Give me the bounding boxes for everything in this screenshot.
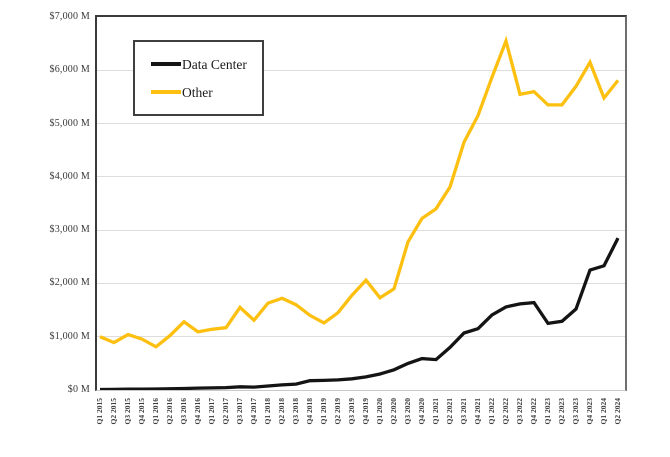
x-axis-tick-label: Q4 2015 (137, 398, 146, 425)
y-axis-tick-label: $7,000 M (49, 11, 90, 22)
y-axis-tick-label: $0 M (67, 384, 90, 395)
x-axis-tick-label: Q4 2016 (193, 398, 202, 425)
x-axis-tick-label: Q3 2015 (123, 398, 132, 425)
y-axis-tick-label: $4,000 M (49, 170, 90, 182)
x-axis-tick-label: Q1 2018 (263, 398, 272, 425)
x-axis-tick-label: Q4 2017 (249, 398, 258, 425)
other-line-series (99, 35, 620, 349)
x-axis-tick-label: Q1 2024 (599, 398, 608, 425)
gridline (97, 229, 625, 231)
x-axis-tick-label: Q2 2017 (221, 398, 230, 425)
x-axis-tick-label: Q4 2022 (529, 398, 538, 425)
x-axis-tick-label: Q3 2016 (179, 398, 188, 425)
x-axis-tick-label: Q4 2023 (585, 398, 594, 425)
gridline (97, 69, 625, 71)
x-axis-tick-label: Q3 2022 (515, 398, 524, 425)
series-plot (99, 35, 620, 390)
x-axis-tick-label: Q4 2018 (305, 398, 314, 425)
x-axis-tick-label: Q4 2019 (361, 398, 370, 425)
x-axis-tick-label: Q4 2020 (417, 398, 426, 425)
x-axis-tick-label: Q2 2016 (165, 398, 174, 425)
x-axis-tick-label: Q2 2015 (109, 398, 118, 425)
x-axis-tick-label: Q2 2022 (501, 398, 510, 425)
x-axis-tick-label: Q1 2022 (487, 398, 496, 425)
x-axis-tick-label: Q2 2018 (277, 398, 286, 425)
x-axis-tick-label: Q2 2019 (333, 398, 342, 425)
x-axis-tick-label: Q1 2020 (375, 398, 384, 425)
x-axis-tick-label: Q3 2019 (347, 398, 356, 425)
y-axis-tick-label: $6,000 M (49, 64, 90, 76)
x-axis-tick-label: Q3 2020 (403, 398, 412, 425)
gridline (97, 176, 625, 178)
y-axis-tick-label: $2,000 M (49, 277, 90, 289)
legend-label-other: Other (182, 84, 213, 100)
x-axis-tick-label: Q3 2018 (291, 398, 300, 425)
plot-area: Data Center Other (95, 15, 627, 391)
x-axis-tick-label: Q3 2021 (459, 398, 468, 425)
x-axis-tick-label: Q2 2023 (557, 398, 566, 425)
x-axis-tick-label: Q1 2016 (151, 398, 160, 425)
x-axis-tick-label: Q4 2021 (473, 398, 482, 425)
x-axis-tick-label: Q2 2020 (389, 398, 398, 425)
legend: Data Center Other (133, 40, 264, 116)
data-center-line-series (99, 237, 620, 390)
x-axis-tick-label: Q2 2024 (613, 398, 622, 425)
other-line-swatch (151, 90, 181, 94)
data-center-line-swatch (151, 62, 181, 66)
gridline (97, 336, 625, 338)
x-axis-tick-label: Q2 2021 (445, 398, 454, 425)
x-axis-tick-label: Q3 2017 (235, 398, 244, 425)
x-axis-tick-label: Q1 2021 (431, 398, 440, 425)
x-axis-tick-label: Q3 2023 (571, 398, 580, 425)
y-axis-tick-label: $3,000 M (49, 224, 90, 236)
x-axis-tick-label: Q1 2023 (543, 398, 552, 425)
y-axis-tick-label: $5,000 M (49, 117, 90, 129)
legend-label-data-center: Data Center (182, 56, 247, 72)
gridline (97, 123, 625, 125)
legend-item-other: Other (151, 85, 262, 100)
x-axis-tick-label: Q1 2017 (207, 398, 216, 425)
x-axis-tick-label: Q1 2015 (95, 398, 104, 425)
x-axis-tick-label: Q1 2019 (319, 398, 328, 425)
y-axis-tick-label: $1,000 M (49, 330, 90, 342)
legend-item-data-center: Data Center (151, 57, 262, 72)
